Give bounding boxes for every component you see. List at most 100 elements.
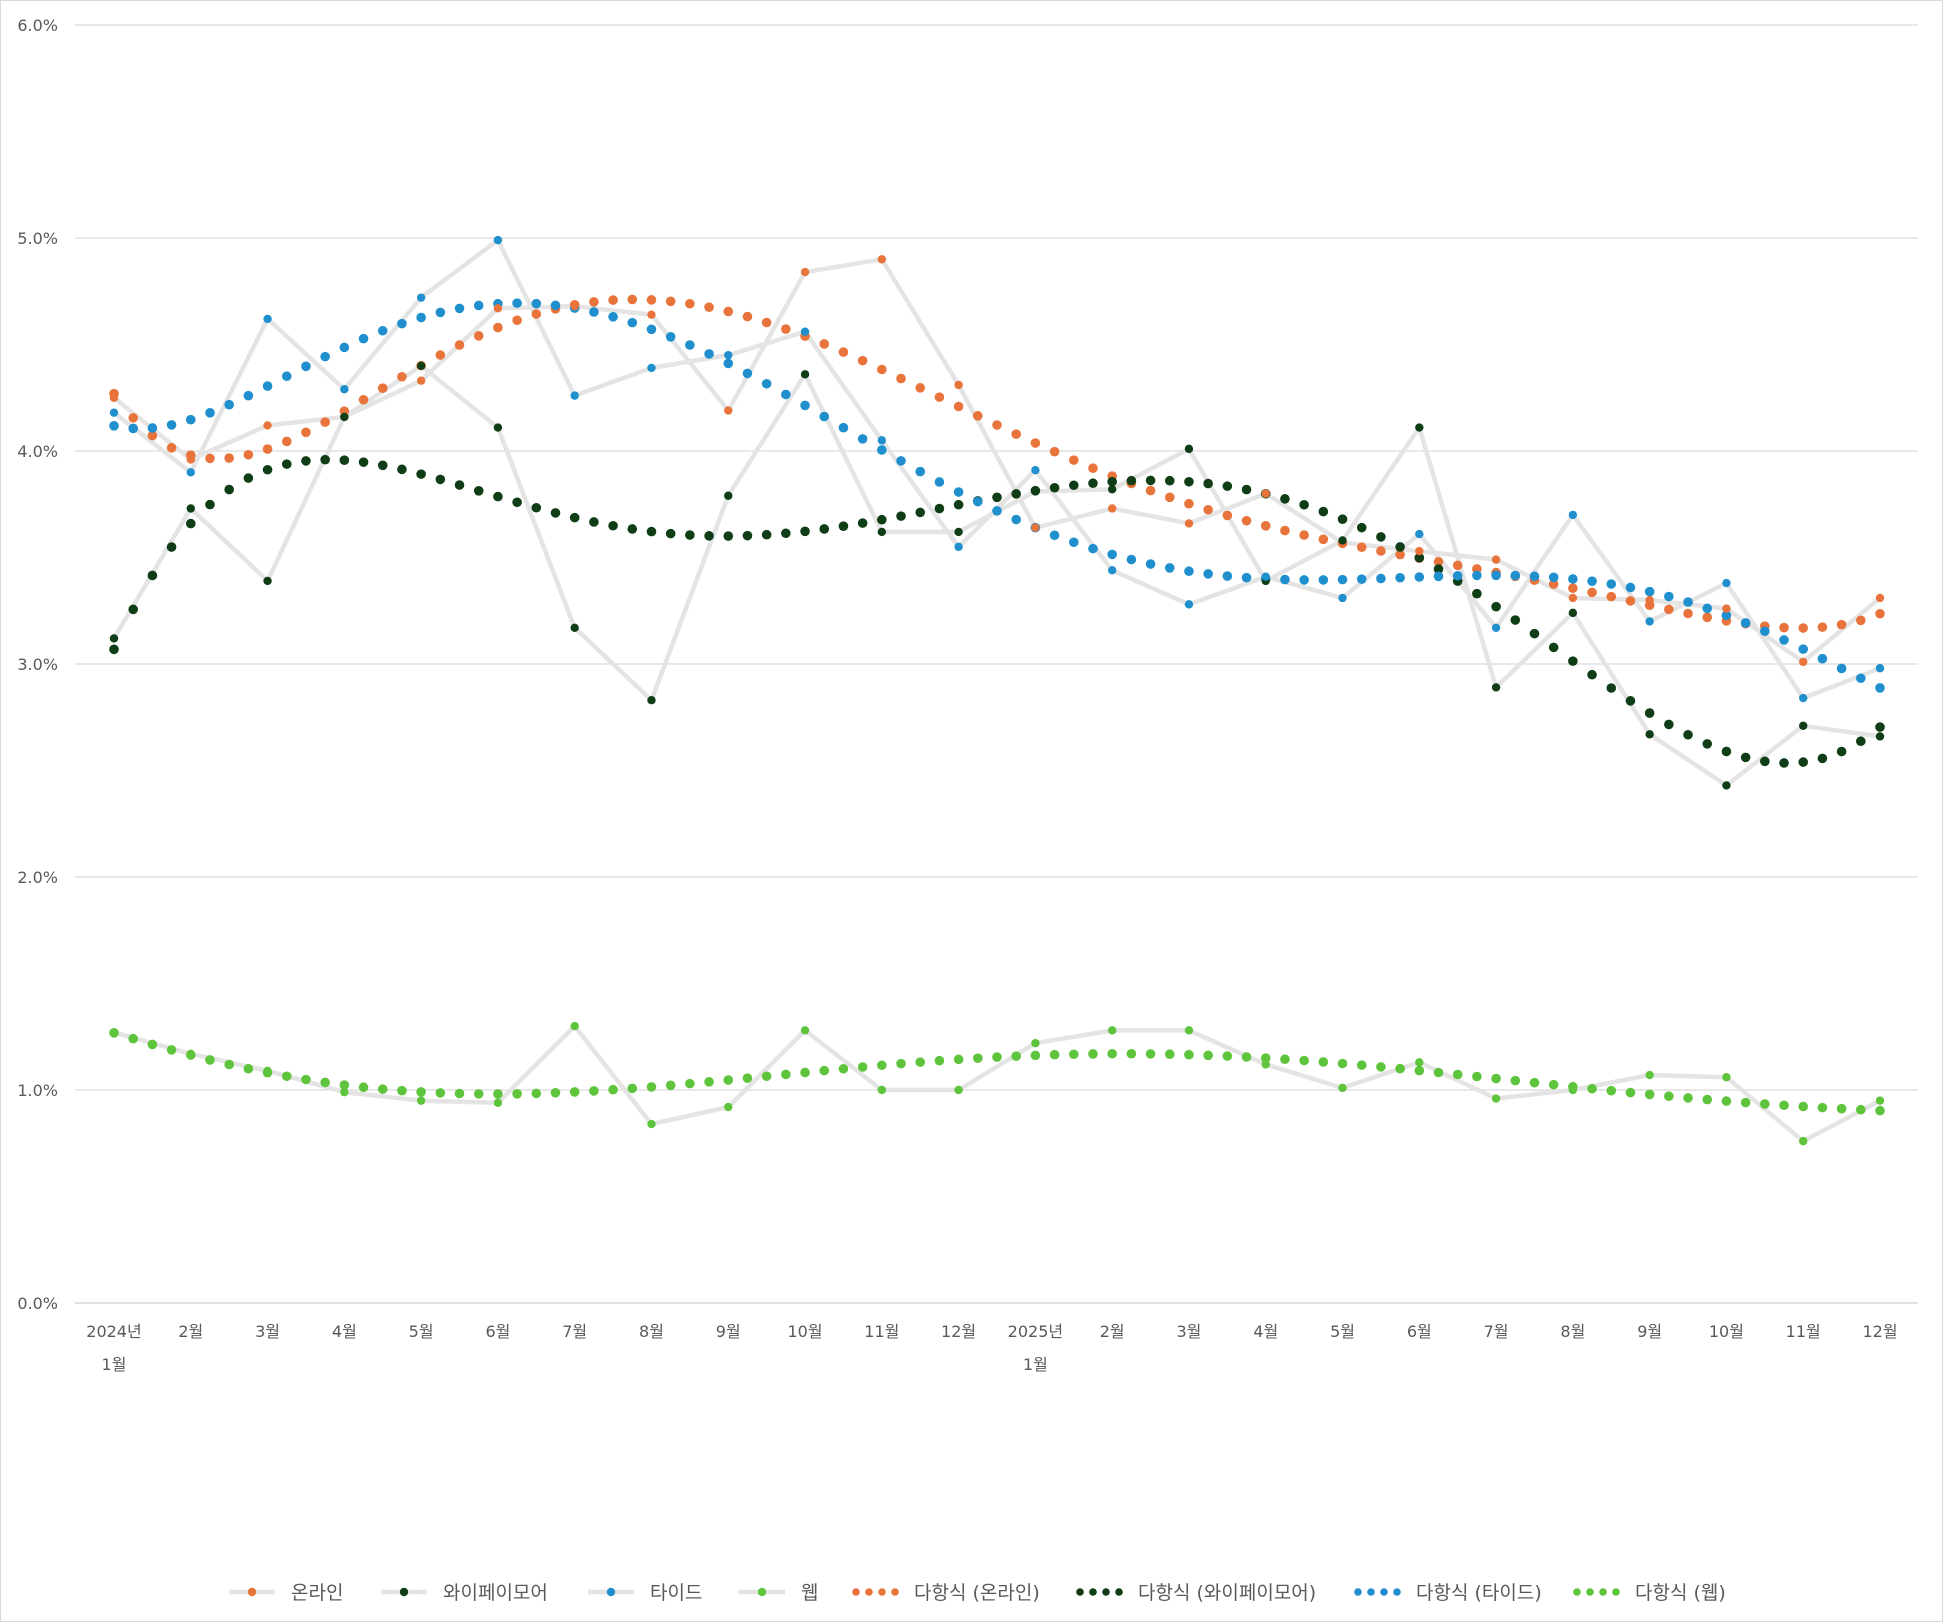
series-line [112,237,1881,701]
legend-marker [247,1587,257,1597]
trendline-dot [243,473,254,483]
trendline-dot [915,466,926,477]
data-point [340,412,349,422]
trendline-dot [416,469,426,479]
legend-marker [606,1587,616,1597]
data-point [109,408,119,417]
trendline-dot [493,322,503,333]
trendline-dot [1836,746,1847,757]
trendline-dot [1030,438,1041,448]
trendline-dot [1721,1096,1732,1106]
trendline-dot [857,434,868,444]
trendline-dot [147,430,158,441]
trendline-dot [915,1057,926,1067]
trendline-dot [224,399,234,410]
trendline-dot [896,1058,906,1069]
data-point [1645,617,1654,626]
data-point [1491,683,1501,692]
trendline-dot [761,378,772,389]
x-tick-label: 4월 [1253,1322,1278,1341]
trendline-dot [953,1054,964,1065]
trendline-dot [493,1089,503,1099]
data-point [109,1028,119,1037]
data-point [570,391,579,400]
trendline-dot [1644,708,1655,718]
trendline-dot [205,408,215,418]
trendline-dot [819,1065,830,1076]
trendline-dot [512,1089,522,1099]
legend-marker [1586,1588,1594,1596]
data-point [1031,487,1040,496]
trendline-dot [761,529,772,540]
trendline-dot [1817,653,1828,664]
x-tick-label: 10월 [787,1322,822,1341]
data-point [1184,1026,1194,1035]
trendline-dot [550,300,561,311]
trendline-dot [915,507,926,518]
trendline-dot [1126,475,1137,486]
trendline-dot [1587,587,1597,598]
trendline-dot [1011,514,1021,525]
trendline-dot [1376,546,1386,556]
x-tick-label: 6월 [1407,1322,1432,1341]
trendline-dot [1491,570,1501,581]
trendline-dot [1203,504,1213,515]
trendline-dot [857,1062,868,1072]
trendline-dot [934,392,945,402]
trendline-dot [1164,492,1175,503]
x-tick-label: 3월 [255,1322,280,1341]
trendline-dot [454,340,465,350]
trendline-dot [1299,1055,1309,1066]
trendline-dot [646,324,657,335]
trendline-dot [512,315,522,326]
trendline-dot [1529,1077,1540,1088]
trendline-dot [1875,683,1885,693]
legend: 온라인 와이페이모어 타이드 웹 다항식 (온라인) 다항식 (와이페이모어) 다항식 (타… [229,1582,1726,1604]
trendline-dot [1241,572,1252,583]
trendline-dot [1299,530,1309,540]
trendline-dot [819,411,830,422]
trendline-dot [320,1077,330,1088]
trendline-dot [685,340,695,350]
trendline-dot [1664,719,1674,730]
trendline-dot [243,449,254,460]
data-point [1338,1083,1347,1093]
trendline-dot [973,496,983,507]
trendline-dot [147,1039,158,1050]
trendline-dot [992,420,1002,430]
trendline-dot [1164,1049,1175,1060]
trendline-dot [1241,515,1252,526]
trendline-dot [800,526,810,537]
x-tick-label: 2025년 [1008,1322,1063,1341]
trendline-dot [1299,499,1309,510]
trendline-dot [1107,549,1117,560]
trendline-dot [1280,574,1290,585]
data-point [263,1066,272,1076]
data-point [954,542,963,552]
trendline-dot [1068,1049,1079,1060]
data-point [1568,608,1578,618]
legend-item: 온라인 [229,1582,343,1604]
legend-label: 다항식 (온라인) [914,1582,1040,1604]
trendline-dot [128,604,138,615]
trendline-dot [646,526,657,537]
data-point [1568,593,1578,603]
trendline-dot [1625,596,1636,606]
data-point [1338,593,1347,603]
trendline-dot [1798,757,1809,767]
trendline-dot [1222,510,1233,521]
data-point [1415,529,1424,539]
trendline-dot [857,355,868,366]
trendline-dot [1280,525,1290,536]
x-tick-label: 12월 [941,1322,976,1341]
trendline-dot [1606,1085,1617,1096]
trendline-dot [877,514,887,525]
trendline-dot [857,518,868,528]
trendline-dot [915,383,926,393]
trendline-dot [262,464,273,475]
data-point [954,527,963,537]
trendline-dot [1548,579,1559,589]
trendline-dot [1395,1063,1405,1074]
trendline-dot [1491,1073,1501,1084]
